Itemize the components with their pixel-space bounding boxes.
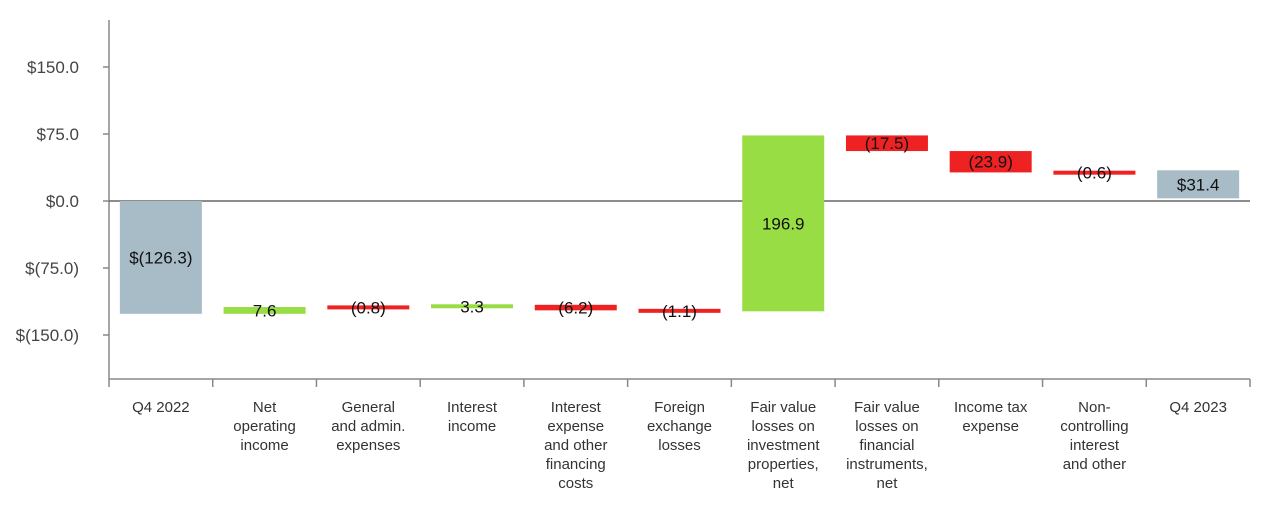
data-labels: $(126.3) 7.6 (0.8) 3.3 (6.2) (1.1) 196.9 (17.5)…: [129, 134, 1219, 321]
bar-value-label: $(126.3): [129, 248, 192, 267]
category-label-line: financial: [859, 437, 914, 454]
category-label-line: Interest: [447, 399, 498, 416]
bar-value-label: (6.2): [558, 299, 593, 318]
bar-value-label: (0.8): [351, 298, 386, 317]
category-label-line: exchange: [647, 418, 712, 435]
category-label-line: financing: [546, 456, 606, 473]
axes: [108, 20, 1251, 387]
y-tick-label: $0.0: [46, 192, 79, 211]
category-label-line: controlling: [1060, 418, 1128, 435]
category-label: Interest income: [447, 399, 498, 435]
category-label: Net operating income: [233, 399, 296, 454]
y-tick-label: $150.0: [27, 58, 79, 77]
y-tick-labels: $(150.0) $(75.0) $0.0 $75.0 $150.0: [16, 58, 109, 345]
category-label-line: interest: [1070, 437, 1120, 454]
y-tick-label: $75.0: [36, 125, 79, 144]
category-label-line: expenses: [336, 437, 400, 454]
waterfall-bar: [638, 308, 721, 313]
category-label-line: Interest: [551, 399, 602, 416]
category-label-line: income: [240, 437, 288, 454]
waterfall-bar: [431, 304, 514, 309]
category-label-line: Net: [253, 399, 277, 416]
bar-value-label: $31.4: [1177, 175, 1220, 194]
waterfall-bar: [327, 305, 410, 310]
bar-value-label: 196.9: [762, 214, 805, 233]
waterfall-bar: [1053, 170, 1136, 175]
bar-value-label: (17.5): [865, 134, 909, 153]
waterfall-bar: [949, 151, 1032, 173]
y-tick-label: $(75.0): [25, 259, 79, 278]
category-label-line: and other: [544, 437, 607, 454]
waterfall-bar: [223, 307, 306, 314]
category-label-line: and other: [1063, 456, 1126, 473]
category-label-line: losses: [658, 437, 701, 454]
category-label: Income tax expense: [954, 399, 1028, 435]
category-labels: Q4 2022 Net operating income General and admi…: [132, 399, 1227, 492]
category-label: Fair value losses on investment properties,…: [747, 399, 820, 492]
category-label-line: income: [448, 418, 496, 435]
category-label: Q4 2022: [132, 399, 190, 416]
category-label-line: and admin.: [331, 418, 405, 435]
waterfall-bar: [845, 135, 928, 152]
category-label: Non-controlling interest and other: [1060, 399, 1128, 473]
bar-value-label: (0.6): [1077, 164, 1112, 183]
category-label-line: expense: [547, 418, 604, 435]
waterfall-bar: [742, 135, 825, 312]
waterfall-bar: [1157, 170, 1240, 199]
category-label-line: Q4 2023: [1169, 399, 1227, 416]
bar-value-label: 3.3: [460, 297, 484, 316]
bars: [119, 135, 1240, 314]
category-label: Interest expense and other financing costs: [544, 399, 607, 492]
category-label-line: costs: [558, 475, 593, 492]
category-label-line: operating: [233, 418, 296, 435]
category-label-line: Income tax: [954, 399, 1028, 416]
waterfall-bar: [119, 201, 202, 314]
category-label-line: Q4 2022: [132, 399, 190, 416]
y-tick-label: $(150.0): [16, 326, 79, 345]
category-label-line: net: [773, 475, 795, 492]
waterfall-bar: [534, 304, 617, 311]
category-label: Fair value losses on financial instruments,…: [846, 399, 928, 492]
category-label-line: losses on: [855, 418, 918, 435]
category-label-line: investment: [747, 437, 820, 454]
category-label: Q4 2023: [1169, 399, 1227, 416]
category-label: General and admin. expenses: [331, 399, 405, 454]
category-label-line: General: [342, 399, 395, 416]
bar-value-label: (23.9): [968, 153, 1012, 172]
category-label-line: instruments,: [846, 456, 928, 473]
category-label-line: expense: [962, 418, 1019, 435]
bar-value-label: 7.6: [253, 301, 277, 320]
category-label-line: Fair value: [750, 399, 816, 416]
category-label-line: properties,: [748, 456, 819, 473]
category-label-line: Fair value: [854, 399, 920, 416]
category-label-line: net: [877, 475, 899, 492]
bar-value-label: (1.1): [662, 302, 697, 321]
category-label-line: Foreign: [654, 399, 705, 416]
category-label-line: losses on: [752, 418, 815, 435]
category-label-line: Non-: [1078, 399, 1111, 416]
category-label: Foreign exchange losses: [647, 399, 712, 454]
